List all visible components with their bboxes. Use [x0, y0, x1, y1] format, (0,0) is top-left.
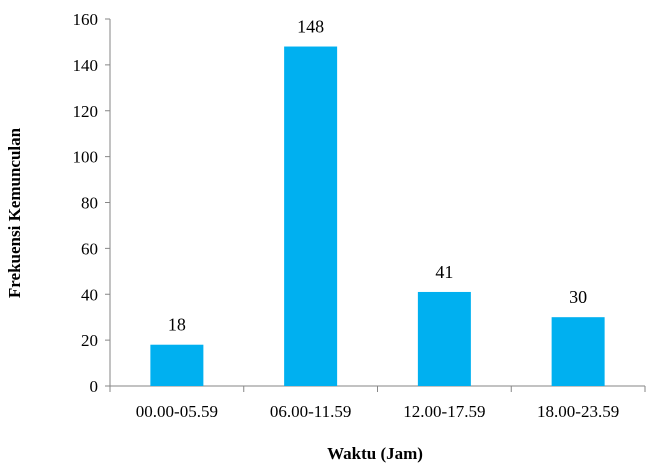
bars: [150, 46, 605, 387]
x-axis: 00.00-05.59 06.00-11.59 12.00-17.59 18.00-2…: [109, 385, 646, 421]
x-tick-label: 06.00-11.59: [270, 402, 352, 421]
y-tick-label: 120: [73, 102, 99, 121]
data-labels: 18 148 41 30: [168, 17, 587, 335]
x-tick-label: 12.00-17.59: [403, 402, 485, 421]
y-tick-label: 40: [81, 285, 98, 304]
data-label: 30: [569, 287, 587, 307]
x-axis-title: Waktu (Jam): [327, 444, 423, 463]
bar: [284, 46, 338, 387]
y-tick-label: 160: [73, 10, 99, 29]
x-tick-label: 00.00-05.59: [136, 402, 218, 421]
y-tick-label: 100: [73, 148, 99, 167]
bar: [417, 291, 471, 386]
data-label: 41: [435, 262, 453, 282]
data-label: 18: [168, 315, 186, 335]
y-tick-label: 80: [81, 194, 98, 213]
bar: [551, 317, 605, 386]
y-tick-label: 140: [73, 56, 99, 75]
bar: [150, 344, 204, 386]
y-tick-label: 0: [90, 377, 99, 396]
y-tick-label: 20: [81, 331, 98, 350]
y-tick-label: 60: [81, 239, 98, 258]
y-axis-title: Frekuensi Kemunculan: [5, 127, 24, 298]
y-axis: 0 20 40 60 80 100 120 140 160: [73, 10, 111, 396]
x-tick-label: 18.00-23.59: [537, 402, 619, 421]
data-label: 148: [297, 17, 324, 37]
